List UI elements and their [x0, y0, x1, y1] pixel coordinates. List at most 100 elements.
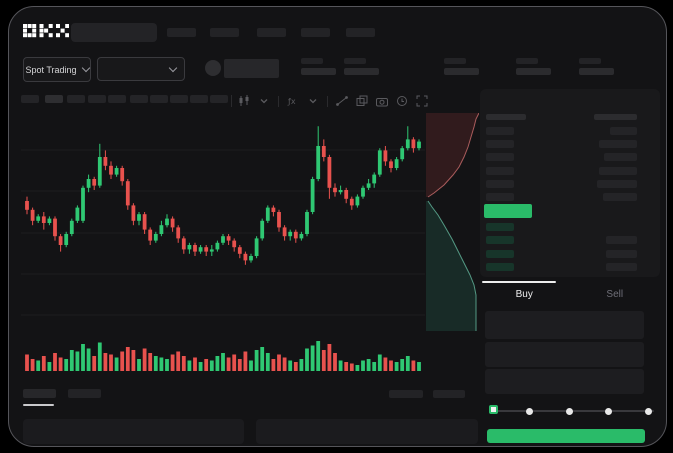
- active-tab-indicator: [482, 281, 556, 283]
- candle-style-icon[interactable]: [235, 94, 253, 108]
- ticker-stat-label: [579, 58, 601, 64]
- bottom-tab-active[interactable]: [23, 389, 56, 398]
- nav-item[interactable]: [346, 28, 375, 37]
- last-price-bar: [484, 204, 532, 218]
- tab-buy-label: Buy: [515, 288, 533, 300]
- trendline-icon[interactable]: [333, 94, 351, 108]
- okx-logo: [23, 24, 69, 39]
- bid-row-amount: [606, 262, 637, 271]
- nav-item[interactable]: [210, 28, 239, 37]
- trade-tabs: Buy Sell: [479, 281, 660, 307]
- orderbook: [480, 89, 660, 277]
- orders-table-box: [23, 419, 244, 444]
- app-window: Spot Trading ƒx Buy Sell: [8, 6, 667, 447]
- ask-row-price[interactable]: [486, 193, 514, 201]
- ask-row-amount: [610, 127, 637, 135]
- nav-item[interactable]: [257, 28, 286, 37]
- order-form-field[interactable]: [485, 311, 644, 339]
- bottom-tab-underline: [23, 404, 54, 406]
- tab-sell-label: Sell: [606, 288, 624, 300]
- amount-slider[interactable]: [489, 404, 658, 418]
- bid-row-price[interactable]: [486, 249, 514, 258]
- interval-button[interactable]: [150, 95, 168, 103]
- pair-dropdown[interactable]: [97, 57, 185, 81]
- tab-buy[interactable]: Buy: [479, 281, 570, 307]
- bottom-action-pill[interactable]: [389, 390, 423, 398]
- tab-sell[interactable]: Sell: [570, 281, 661, 307]
- ask-row-amount: [599, 140, 637, 149]
- ticker-stat-value: [344, 68, 379, 75]
- interval-button[interactable]: [210, 95, 228, 103]
- toolbar-divider: [278, 95, 279, 107]
- ask-row-price[interactable]: [486, 179, 514, 188]
- volume-chart: [21, 339, 425, 373]
- slider-handle[interactable]: [489, 405, 498, 414]
- ask-row-price[interactable]: [486, 153, 514, 162]
- slider-stop[interactable]: [605, 407, 613, 415]
- price-chart[interactable]: [21, 113, 425, 333]
- ask-row-price[interactable]: [486, 140, 514, 149]
- interval-button[interactable]: [88, 95, 106, 103]
- indicators-icon[interactable]: ƒx: [284, 94, 302, 108]
- interval-button[interactable]: [67, 95, 85, 103]
- bottom-action-pill[interactable]: [433, 390, 465, 398]
- interval-button[interactable]: [21, 95, 39, 103]
- search-input[interactable]: [71, 23, 157, 42]
- orderbook-header-price: [486, 114, 526, 120]
- slider-track[interactable]: [493, 410, 654, 412]
- bottom-tab[interactable]: [68, 389, 101, 398]
- ticker-stat-label: [344, 58, 366, 64]
- compare-icon[interactable]: [353, 94, 371, 108]
- nav-item[interactable]: [301, 28, 330, 37]
- ticker-stat-value: [516, 68, 551, 75]
- ticker-stat-label: [516, 58, 538, 64]
- pair-avatar: [205, 60, 221, 76]
- interval-button[interactable]: [130, 95, 148, 103]
- bid-row-amount: [606, 249, 637, 258]
- submit-buy-button[interactable]: [487, 429, 645, 443]
- chevron-down-icon[interactable]: [255, 94, 273, 108]
- bid-row-price[interactable]: [486, 236, 514, 245]
- order-form-field[interactable]: [485, 342, 644, 367]
- svg-text:ƒx: ƒx: [287, 97, 296, 106]
- nav-item[interactable]: [167, 28, 196, 37]
- interval-button[interactable]: [45, 95, 63, 103]
- chart-tools: ƒx: [235, 93, 431, 109]
- ask-row-price[interactable]: [486, 127, 514, 135]
- ticker-stat-value: [579, 68, 614, 75]
- bid-row-amount: [606, 236, 637, 245]
- slider-stop[interactable]: [645, 407, 652, 415]
- bid-row-price[interactable]: [486, 262, 514, 271]
- ask-row-amount: [599, 166, 637, 175]
- fullscreen-icon[interactable]: [413, 94, 431, 108]
- pair-name-placeholder: [224, 59, 279, 78]
- interval-button[interactable]: [108, 95, 126, 103]
- orders-table-box: [256, 419, 478, 444]
- chevron-down-icon[interactable]: [304, 94, 322, 108]
- ask-row-amount: [597, 179, 637, 188]
- ticker-stat-label: [444, 58, 466, 64]
- slider-stop[interactable]: [565, 407, 573, 415]
- bid-row-price[interactable]: [486, 223, 514, 231]
- depth-chart: [426, 113, 479, 331]
- chevron-down-icon: [81, 63, 90, 73]
- chevron-down-icon: [168, 63, 178, 72]
- alert-icon[interactable]: [393, 94, 411, 108]
- ask-row-amount: [604, 153, 637, 162]
- ask-row-price[interactable]: [486, 166, 514, 175]
- market-type-label: Spot Trading: [25, 64, 77, 75]
- ticker-stat-value: [301, 68, 336, 75]
- toolbar-divider: [327, 95, 328, 107]
- market-type-dropdown[interactable]: Spot Trading: [23, 57, 91, 82]
- camera-icon[interactable]: [373, 94, 391, 108]
- ticker-stat-value: [444, 68, 479, 75]
- interval-button[interactable]: [190, 95, 208, 103]
- orderbook-header-amount: [594, 114, 637, 120]
- toolbar-divider: [231, 95, 232, 107]
- ticker-stat-label: [301, 58, 323, 64]
- ask-row-amount: [603, 193, 637, 201]
- slider-stop[interactable]: [525, 407, 533, 415]
- order-form-field[interactable]: [485, 369, 644, 394]
- interval-button[interactable]: [170, 95, 188, 103]
